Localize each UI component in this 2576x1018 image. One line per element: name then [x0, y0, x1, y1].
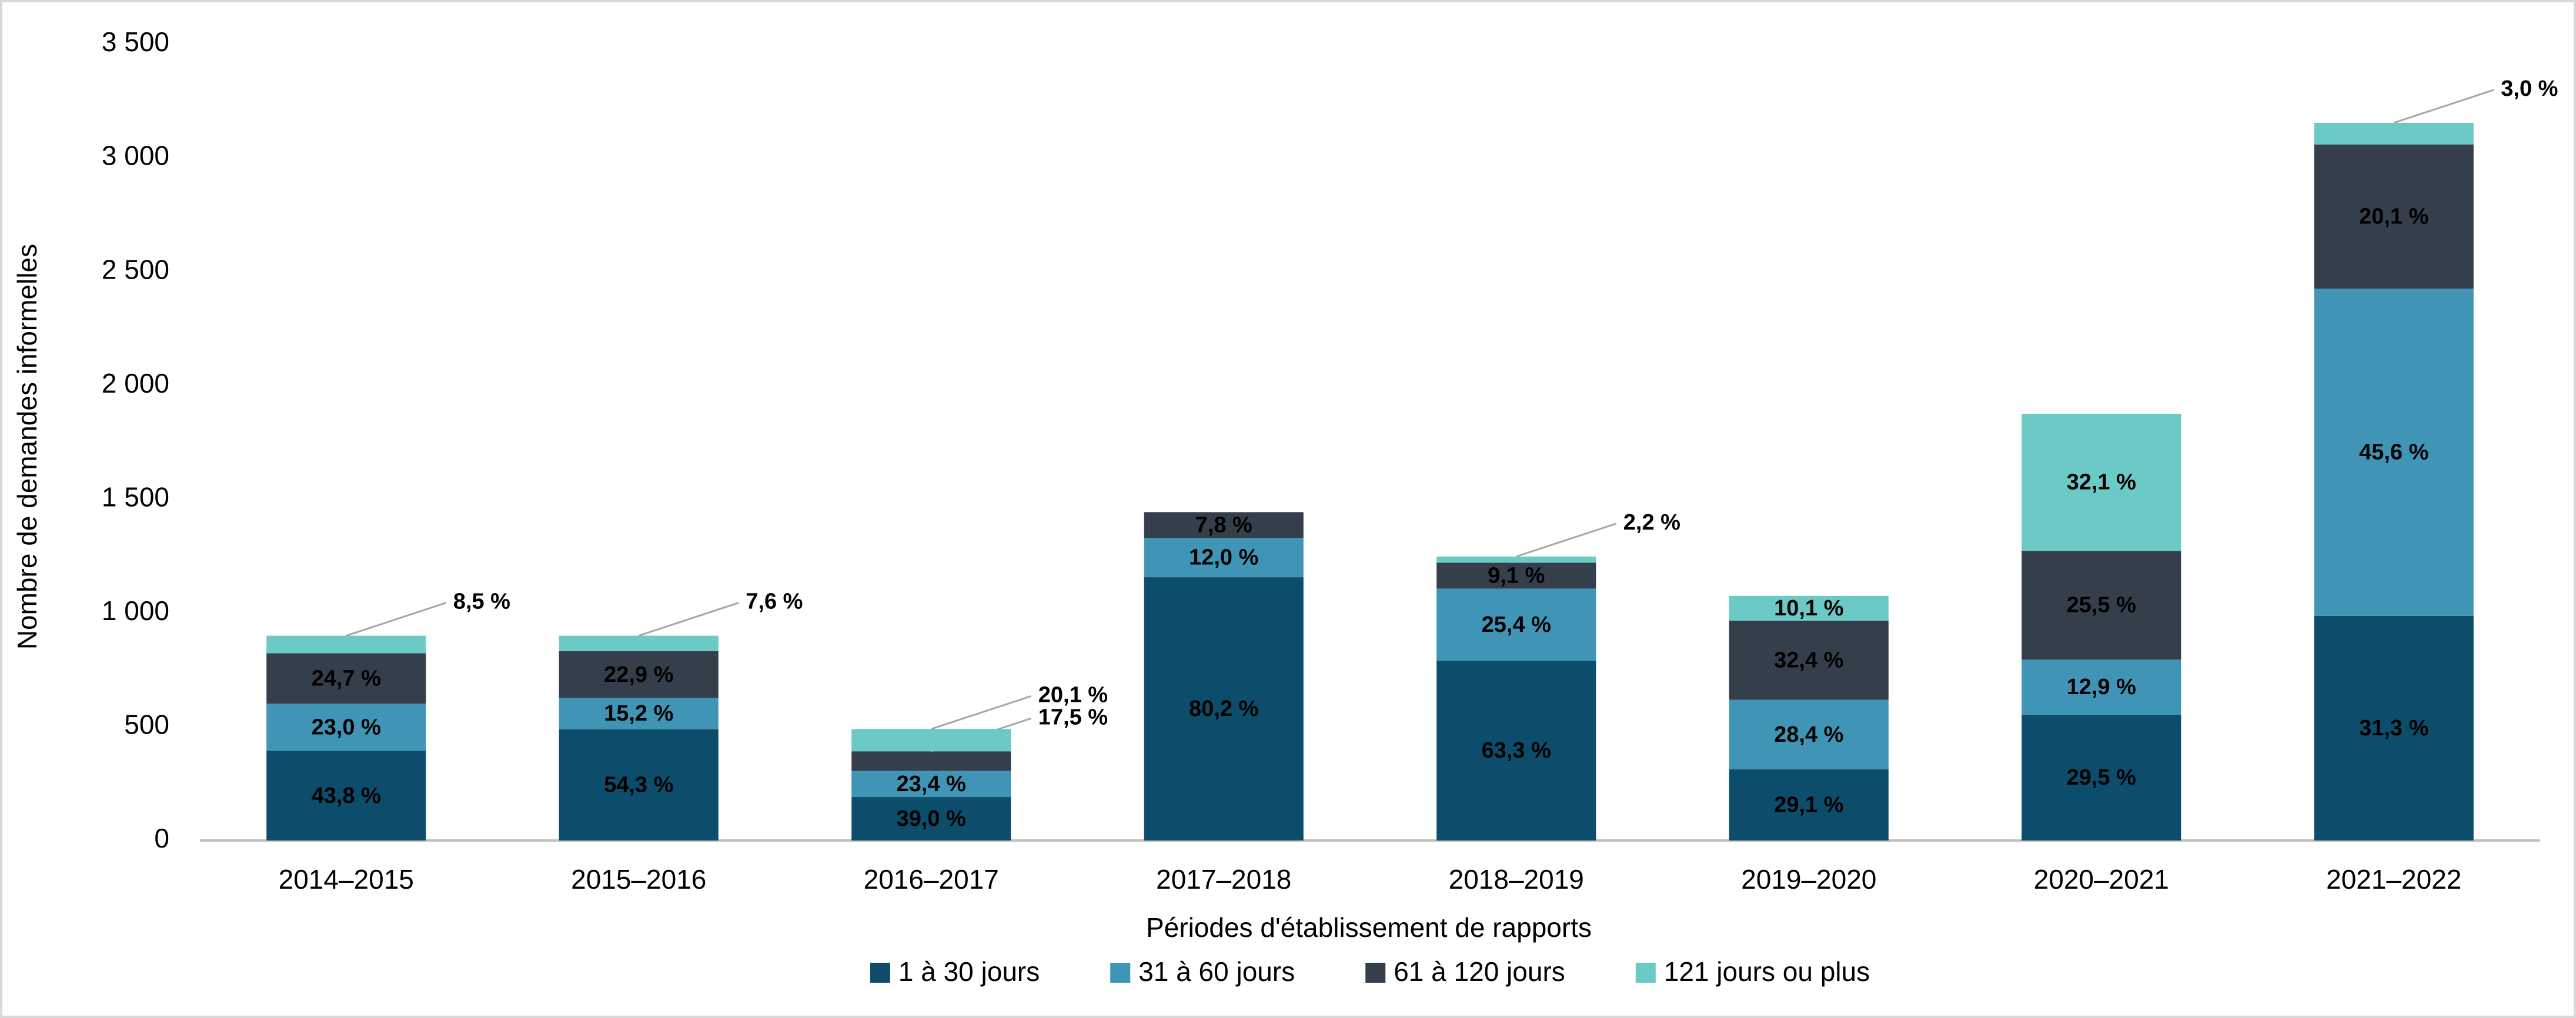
bar-segment — [1436, 661, 1596, 840]
data-label: 45,6 % — [2359, 440, 2428, 465]
x-tick-label: 2021–2022 — [2326, 864, 2461, 895]
bar-segment — [1436, 556, 1596, 563]
bar-segment — [851, 729, 1011, 752]
bar-segment — [266, 751, 426, 840]
bar-segment — [266, 635, 426, 654]
data-label: 28,4 % — [1774, 722, 1843, 747]
legend-swatch — [1365, 963, 1386, 983]
callout-line — [638, 602, 739, 637]
data-label: 43,8 % — [312, 783, 381, 808]
data-label: 20,1 % — [2359, 204, 2428, 229]
bar-segment — [266, 704, 426, 751]
data-label: 39,0 % — [897, 806, 966, 831]
callout-line — [931, 695, 1032, 730]
bar-segment — [1729, 621, 1889, 700]
data-label: 23,0 % — [312, 715, 381, 739]
data-label: 29,5 % — [2067, 765, 2136, 790]
data-label: 12,9 % — [2067, 675, 2136, 699]
data-label: 32,1 % — [2067, 470, 2136, 495]
data-label: 54,3 % — [604, 772, 673, 797]
bar-segment — [851, 751, 1011, 771]
callout-line — [1516, 523, 1617, 558]
bar-segment — [2022, 551, 2181, 660]
bar-segment — [1729, 699, 1889, 769]
legend-label: 61 à 120 jours — [1394, 956, 1565, 987]
data-label: 80,2 % — [1189, 696, 1258, 721]
data-label: 2,2 % — [1623, 510, 1680, 535]
legend-swatch — [870, 963, 890, 983]
data-label: 20,1 % — [1038, 682, 1108, 707]
x-tick-label: 2018–2019 — [1449, 864, 1584, 895]
data-label: 32,4 % — [1774, 648, 1843, 672]
bar-segment — [1144, 577, 1304, 840]
y-tick-label: 0 — [154, 823, 169, 853]
bar-segment — [2022, 414, 2181, 551]
data-label: 25,4 % — [1482, 612, 1551, 637]
y-tick-label: 3 000 — [102, 140, 169, 171]
data-label: 29,1 % — [1774, 792, 1843, 817]
y-axis-title: Nombre de demandes informelles — [12, 244, 42, 649]
data-label: 8,5 % — [453, 590, 510, 614]
x-tick-label: 2020–2021 — [2034, 864, 2169, 895]
bar-segment — [2314, 615, 2474, 840]
data-label: 3,0 % — [2501, 76, 2558, 101]
bar-segment — [2022, 714, 2181, 840]
data-label: 24,7 % — [312, 666, 381, 691]
data-label: 31,3 % — [2359, 716, 2428, 741]
bar-segment — [559, 729, 719, 840]
y-tick-label: 1 000 — [102, 595, 169, 626]
bar-segment — [2314, 289, 2474, 616]
bar-segment — [559, 698, 719, 729]
bar-segment — [1144, 538, 1304, 578]
callout-line — [2393, 89, 2494, 124]
data-label: 7,8 % — [1195, 513, 1252, 537]
data-label: 15,2 % — [604, 701, 673, 726]
data-label: 10,1 % — [1774, 596, 1843, 621]
x-axis-title: Périodes d'établissement de rapports — [1146, 912, 1592, 943]
bar-segment — [2314, 144, 2474, 289]
data-label: 23,4 % — [897, 772, 966, 796]
x-tick-label: 2017–2018 — [1156, 864, 1291, 895]
bar-segment — [1729, 595, 1889, 621]
bar-segment — [559, 651, 719, 698]
y-tick-label: 2 500 — [102, 254, 169, 284]
bar-segment — [559, 635, 719, 651]
x-tick-label: 2015–2016 — [571, 864, 706, 895]
bar-segment — [266, 653, 426, 704]
y-tick-label: 3 500 — [102, 26, 169, 57]
data-label: 63,3 % — [1482, 738, 1551, 763]
data-label: 12,0 % — [1189, 545, 1258, 570]
data-label: 25,5 % — [2067, 593, 2136, 618]
callout-line — [346, 602, 447, 637]
bar-segment — [2022, 659, 2181, 715]
legend-label: 121 jours ou plus — [1664, 956, 1870, 987]
legend-label: 31 à 60 jours — [1138, 956, 1295, 987]
bar-segment — [1729, 769, 1889, 840]
data-label: 9,1 % — [1488, 563, 1545, 588]
bar-segment — [851, 771, 1011, 798]
y-tick-label: 500 — [124, 709, 169, 740]
legend-swatch — [1110, 963, 1131, 983]
x-tick-label: 2014–2015 — [279, 864, 414, 895]
x-tick-label: 2019–2020 — [1741, 864, 1876, 895]
bar-segment — [1144, 512, 1304, 538]
y-tick-label: 1 500 — [102, 481, 169, 512]
bar-segment — [1436, 562, 1596, 589]
bar-segment — [851, 797, 1011, 840]
legend-label: 1 à 30 jours — [898, 956, 1040, 987]
data-label: 22,9 % — [604, 662, 673, 687]
data-label: 17,5 % — [1038, 705, 1108, 729]
bar-segment — [2314, 122, 2474, 145]
legend-swatch — [1635, 963, 1656, 983]
bar-segment — [1436, 588, 1596, 661]
data-label: 7,6 % — [746, 590, 803, 614]
y-tick-label: 2 000 — [102, 368, 169, 399]
x-tick-label: 2016–2017 — [864, 864, 999, 895]
